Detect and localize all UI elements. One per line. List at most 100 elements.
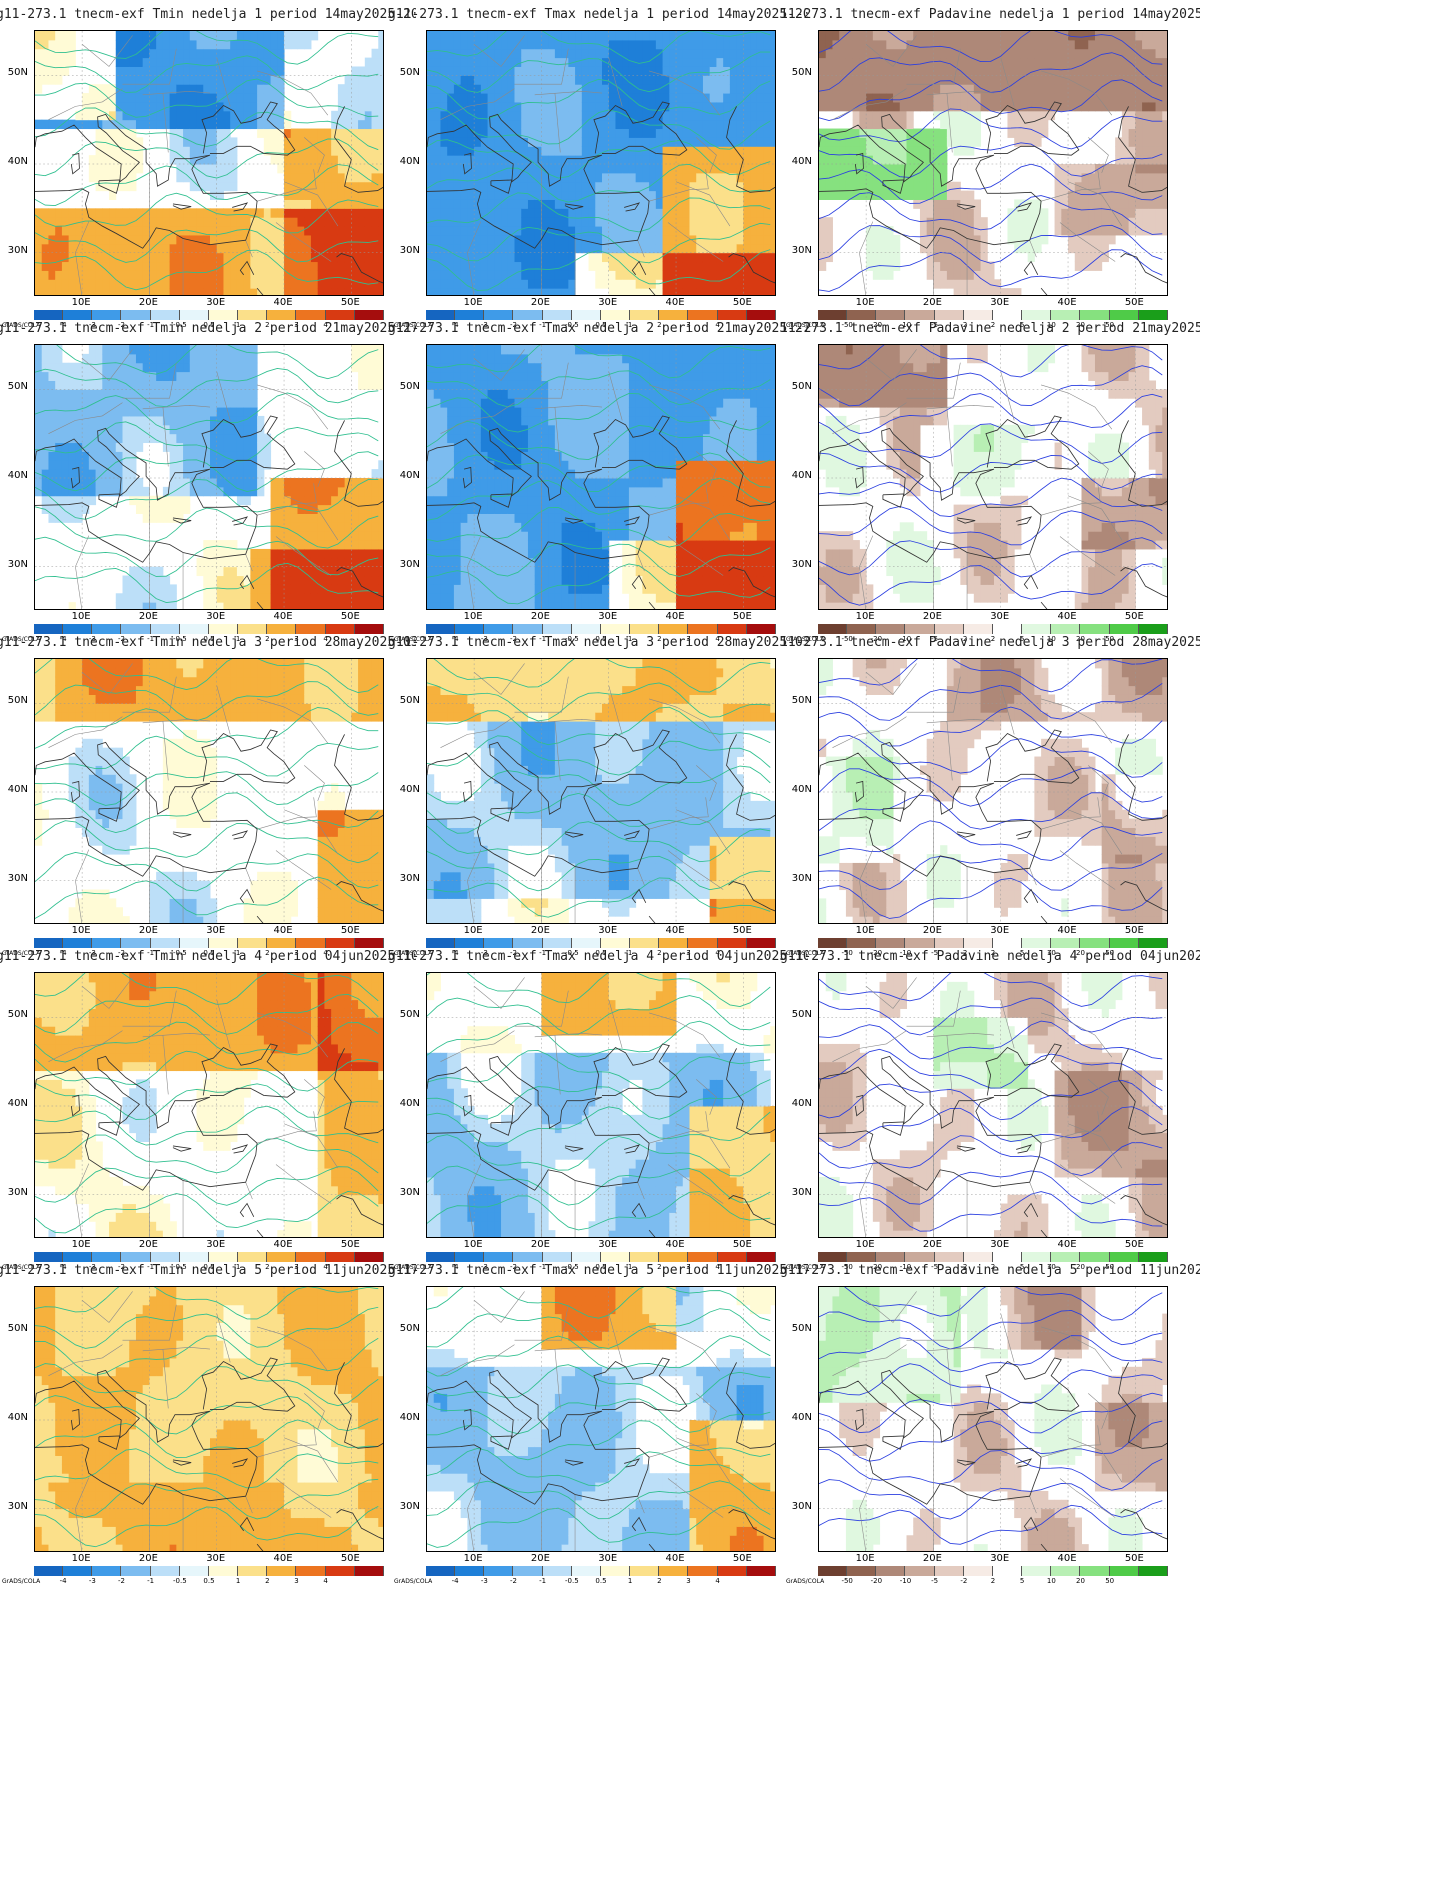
- lon-label: 50E: [732, 925, 752, 936]
- lon-label: 10E: [71, 611, 91, 622]
- colorbar-swatch: [1109, 938, 1139, 948]
- colorbar: [818, 310, 1168, 320]
- colorbar-swatch: [455, 624, 485, 634]
- coastline: [819, 729, 1167, 923]
- anomaly-shading: [819, 31, 1167, 295]
- forecast-panel-tmax-week-3: g11-273.1 tnecm-exf Tmax nedelja 3 perio…: [388, 632, 808, 1010]
- colorbar-swatch: [179, 1566, 209, 1576]
- colorbar-tick-label: 10: [1046, 1263, 1056, 1271]
- colorbar-swatch: [63, 310, 93, 320]
- colorbar-tick-label: -50: [841, 949, 853, 957]
- colorbar-tick-label: -1: [147, 1263, 155, 1271]
- colorbar-swatch: [1080, 310, 1110, 320]
- colorbar-tick-label: -4: [59, 949, 67, 957]
- colorbar-swatch: [121, 1566, 151, 1576]
- panel-title: g11-273.1 tnecm-exf Tmax nedelja 5 perio…: [388, 1263, 808, 1278]
- colorbar-swatch: [1138, 938, 1168, 948]
- lon-label: 10E: [463, 925, 483, 936]
- colorbar-tick-label: 50: [1105, 949, 1115, 957]
- colorbar-tick-label: 1: [235, 949, 241, 957]
- colorbar-swatch: [1051, 938, 1081, 948]
- colorbar-tick-label: -5: [931, 321, 939, 329]
- map-frame: [818, 30, 1168, 296]
- anomaly-shading: [427, 1287, 775, 1551]
- colorbar-tick-label: 20: [1076, 635, 1085, 643]
- colorbar-swatch: [455, 310, 485, 320]
- colorbar-swatch: [992, 624, 1023, 634]
- colorbar-tick-label: -0.5: [172, 949, 187, 957]
- colorbar-tick-label: -2: [960, 1263, 968, 1271]
- lat-label: 50N: [7, 1009, 28, 1021]
- colorbar-tick-label: -0.5: [564, 949, 579, 957]
- colorbar-swatch: [934, 1566, 964, 1576]
- lon-label: 50E: [340, 1239, 360, 1250]
- colorbar-tick-label: -3: [480, 949, 488, 957]
- colorbar-swatch: [354, 624, 384, 634]
- panel-title: g11-273.1 tnecm-exf Tmin nedelja 1 perio…: [0, 7, 416, 22]
- colorbar-swatch: [688, 310, 718, 320]
- anomaly-shading: [35, 1287, 383, 1551]
- colorbar-swatch: [1051, 1252, 1081, 1262]
- grads-credit: GrADS/COLA: [2, 1578, 41, 1585]
- lon-label: 20E: [922, 297, 942, 308]
- lat-label: 40N: [399, 1412, 420, 1423]
- panel-title: g11-273.1 tnecm-exf Tmin nedelja 2 perio…: [0, 321, 416, 336]
- colorbar-tick-label: -10: [899, 949, 912, 957]
- colorbar-tick-label: -0.5: [172, 1577, 187, 1585]
- country-borders: [832, 977, 1123, 1237]
- colorbar: [426, 1252, 776, 1262]
- anomaly-map: [427, 31, 775, 295]
- colorbar-tick-label: 5: [1019, 321, 1025, 329]
- colorbar-swatch: [818, 938, 848, 948]
- colorbar-swatch: [513, 1566, 543, 1576]
- lon-label: 50E: [340, 297, 360, 308]
- colorbar-swatch: [963, 1252, 993, 1262]
- colorbar-tick-label: -2: [118, 949, 125, 957]
- grads-credit: GrADS/COLA: [394, 1264, 433, 1271]
- colorbar-swatch: [208, 1566, 239, 1576]
- colorbar-tick-label: -2: [510, 321, 517, 329]
- lat-label: 40N: [791, 1412, 812, 1423]
- colorbar-tick-label: 1: [627, 1263, 633, 1271]
- country-borders: [48, 663, 339, 923]
- colorbar-tick-label: 1: [627, 321, 633, 329]
- colorbar-tick-label: -2: [510, 635, 517, 643]
- colorbar-tick-label: 20: [1076, 321, 1085, 329]
- colorbar-swatch: [717, 624, 747, 634]
- lon-label: 30E: [206, 925, 226, 936]
- lat-label: 30N: [791, 558, 812, 570]
- colorbar-swatch: [34, 938, 64, 948]
- colorbar-swatch: [600, 1566, 631, 1576]
- colorbar-tick-label: -2: [510, 949, 517, 957]
- lon-label: 10E: [71, 925, 91, 936]
- colorbar-swatch: [818, 310, 848, 320]
- colorbar-swatch: [630, 624, 660, 634]
- colorbar-tick-label: 0.5: [203, 949, 215, 957]
- colorbar-tick-label: 2: [265, 949, 270, 957]
- colorbar: [34, 1252, 384, 1262]
- colorbar-swatch: [267, 938, 297, 948]
- lon-label: 10E: [463, 297, 483, 308]
- colorbar-tick-label: 4: [323, 1263, 328, 1271]
- colorbar-swatch: [34, 624, 64, 634]
- lon-label: 40E: [1057, 1553, 1077, 1564]
- colorbar-swatch: [630, 310, 660, 320]
- lat-label: 40N: [399, 470, 420, 481]
- forecast-panel-tmax-week-1: g11-273.1 tnecm-exf Tmax nedelja 1 perio…: [388, 4, 808, 382]
- colorbar-swatch: [876, 1252, 906, 1262]
- lat-label: 40N: [7, 784, 28, 795]
- isolines: [427, 659, 771, 918]
- colorbar-tick-label: -1: [539, 635, 547, 643]
- colorbar-tick-label: 0.5: [595, 1577, 607, 1585]
- lat-label: 50N: [791, 1009, 812, 1021]
- colorbar-swatch: [847, 624, 877, 634]
- lon-label: 20E: [530, 1239, 550, 1250]
- panel-title: 11-273.1 tnecm-exf Padavine nedelja 1 pe…: [780, 7, 1200, 22]
- colorbar-swatch: [354, 1252, 384, 1262]
- colorbar-tick-label: 1: [627, 635, 633, 643]
- grads-credit: GrADS/COLA: [786, 1264, 825, 1271]
- lat-label: 30N: [399, 558, 420, 570]
- colorbar-swatch: [963, 310, 993, 320]
- lon-label: 20E: [138, 297, 158, 308]
- forecast-panel-tmax-week-2: g11-273.1 tnecm-exf Tmax nedelja 2 perio…: [388, 318, 808, 696]
